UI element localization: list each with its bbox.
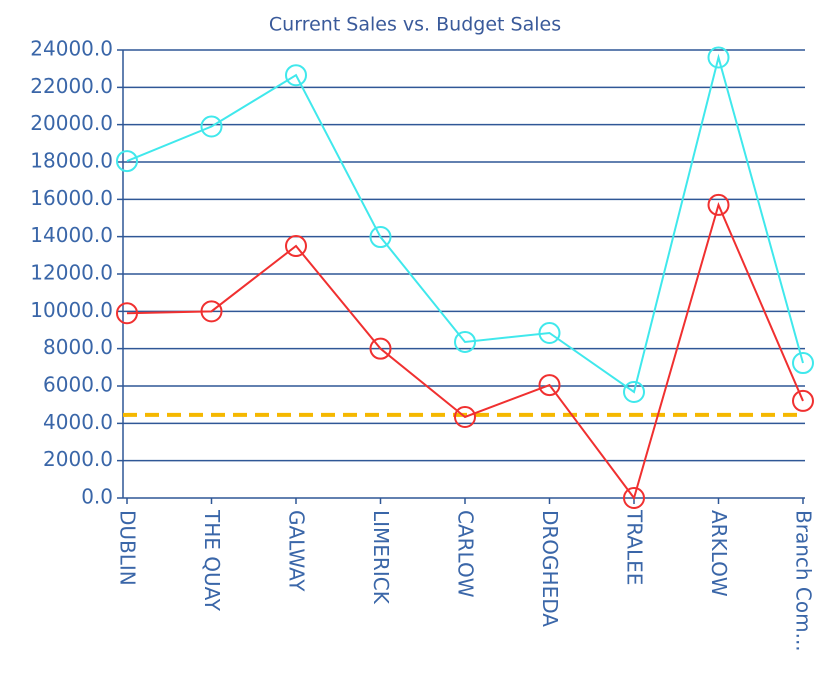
data-point (200, 115, 223, 138)
series-line (126, 53, 804, 394)
data-point (285, 235, 307, 257)
y-tick-label: 22000.0 (30, 74, 113, 98)
data-point (792, 352, 814, 375)
x-tick-label: Branch Com... (792, 510, 816, 652)
data-point (538, 321, 561, 344)
chart-title: Current Sales vs. Budget Sales (269, 14, 561, 36)
x-tick-label: CARLOW (454, 510, 478, 598)
series-line (126, 201, 804, 501)
y-tick-label: 4000.0 (43, 410, 113, 434)
data-point (707, 193, 730, 216)
y-tick-label: 18000.0 (30, 149, 113, 173)
x-tick-label: GALWAY (285, 510, 309, 592)
y-tick-label: 8000.0 (43, 335, 113, 359)
data-point (200, 300, 223, 323)
y-tick-label: 10000.0 (30, 298, 113, 322)
x-tick-label: TRALEE (623, 509, 647, 585)
data-point (369, 226, 392, 249)
y-tick-label: 6000.0 (43, 373, 113, 397)
data-point (707, 46, 730, 69)
y-tick-label: 2000.0 (43, 447, 113, 471)
y-tick-label: 16000.0 (30, 186, 113, 210)
data-point (538, 374, 561, 397)
y-tick-label: 0.0 (81, 485, 113, 509)
data-point (623, 487, 645, 509)
data-point (285, 64, 307, 87)
data-point (454, 330, 476, 353)
x-tick-label: DROGHEDA (538, 510, 562, 627)
data-point (116, 150, 138, 173)
data-point (116, 302, 138, 325)
data-point (454, 405, 476, 428)
data-point (623, 380, 645, 403)
x-tick-label: ARKLOW (707, 510, 731, 597)
y-tick-label: 20000.0 (30, 111, 113, 135)
x-tick-label: THE QUAY (200, 509, 224, 612)
y-tick-label: 24000.0 (30, 37, 113, 61)
x-tick-label: LIMERICK (369, 510, 393, 605)
data-point (369, 337, 392, 360)
x-tick-label: DUBLIN (116, 510, 140, 586)
y-tick-label: 12000.0 (30, 261, 113, 285)
y-tick-label: 14000.0 (30, 223, 113, 247)
data-point (792, 389, 814, 412)
